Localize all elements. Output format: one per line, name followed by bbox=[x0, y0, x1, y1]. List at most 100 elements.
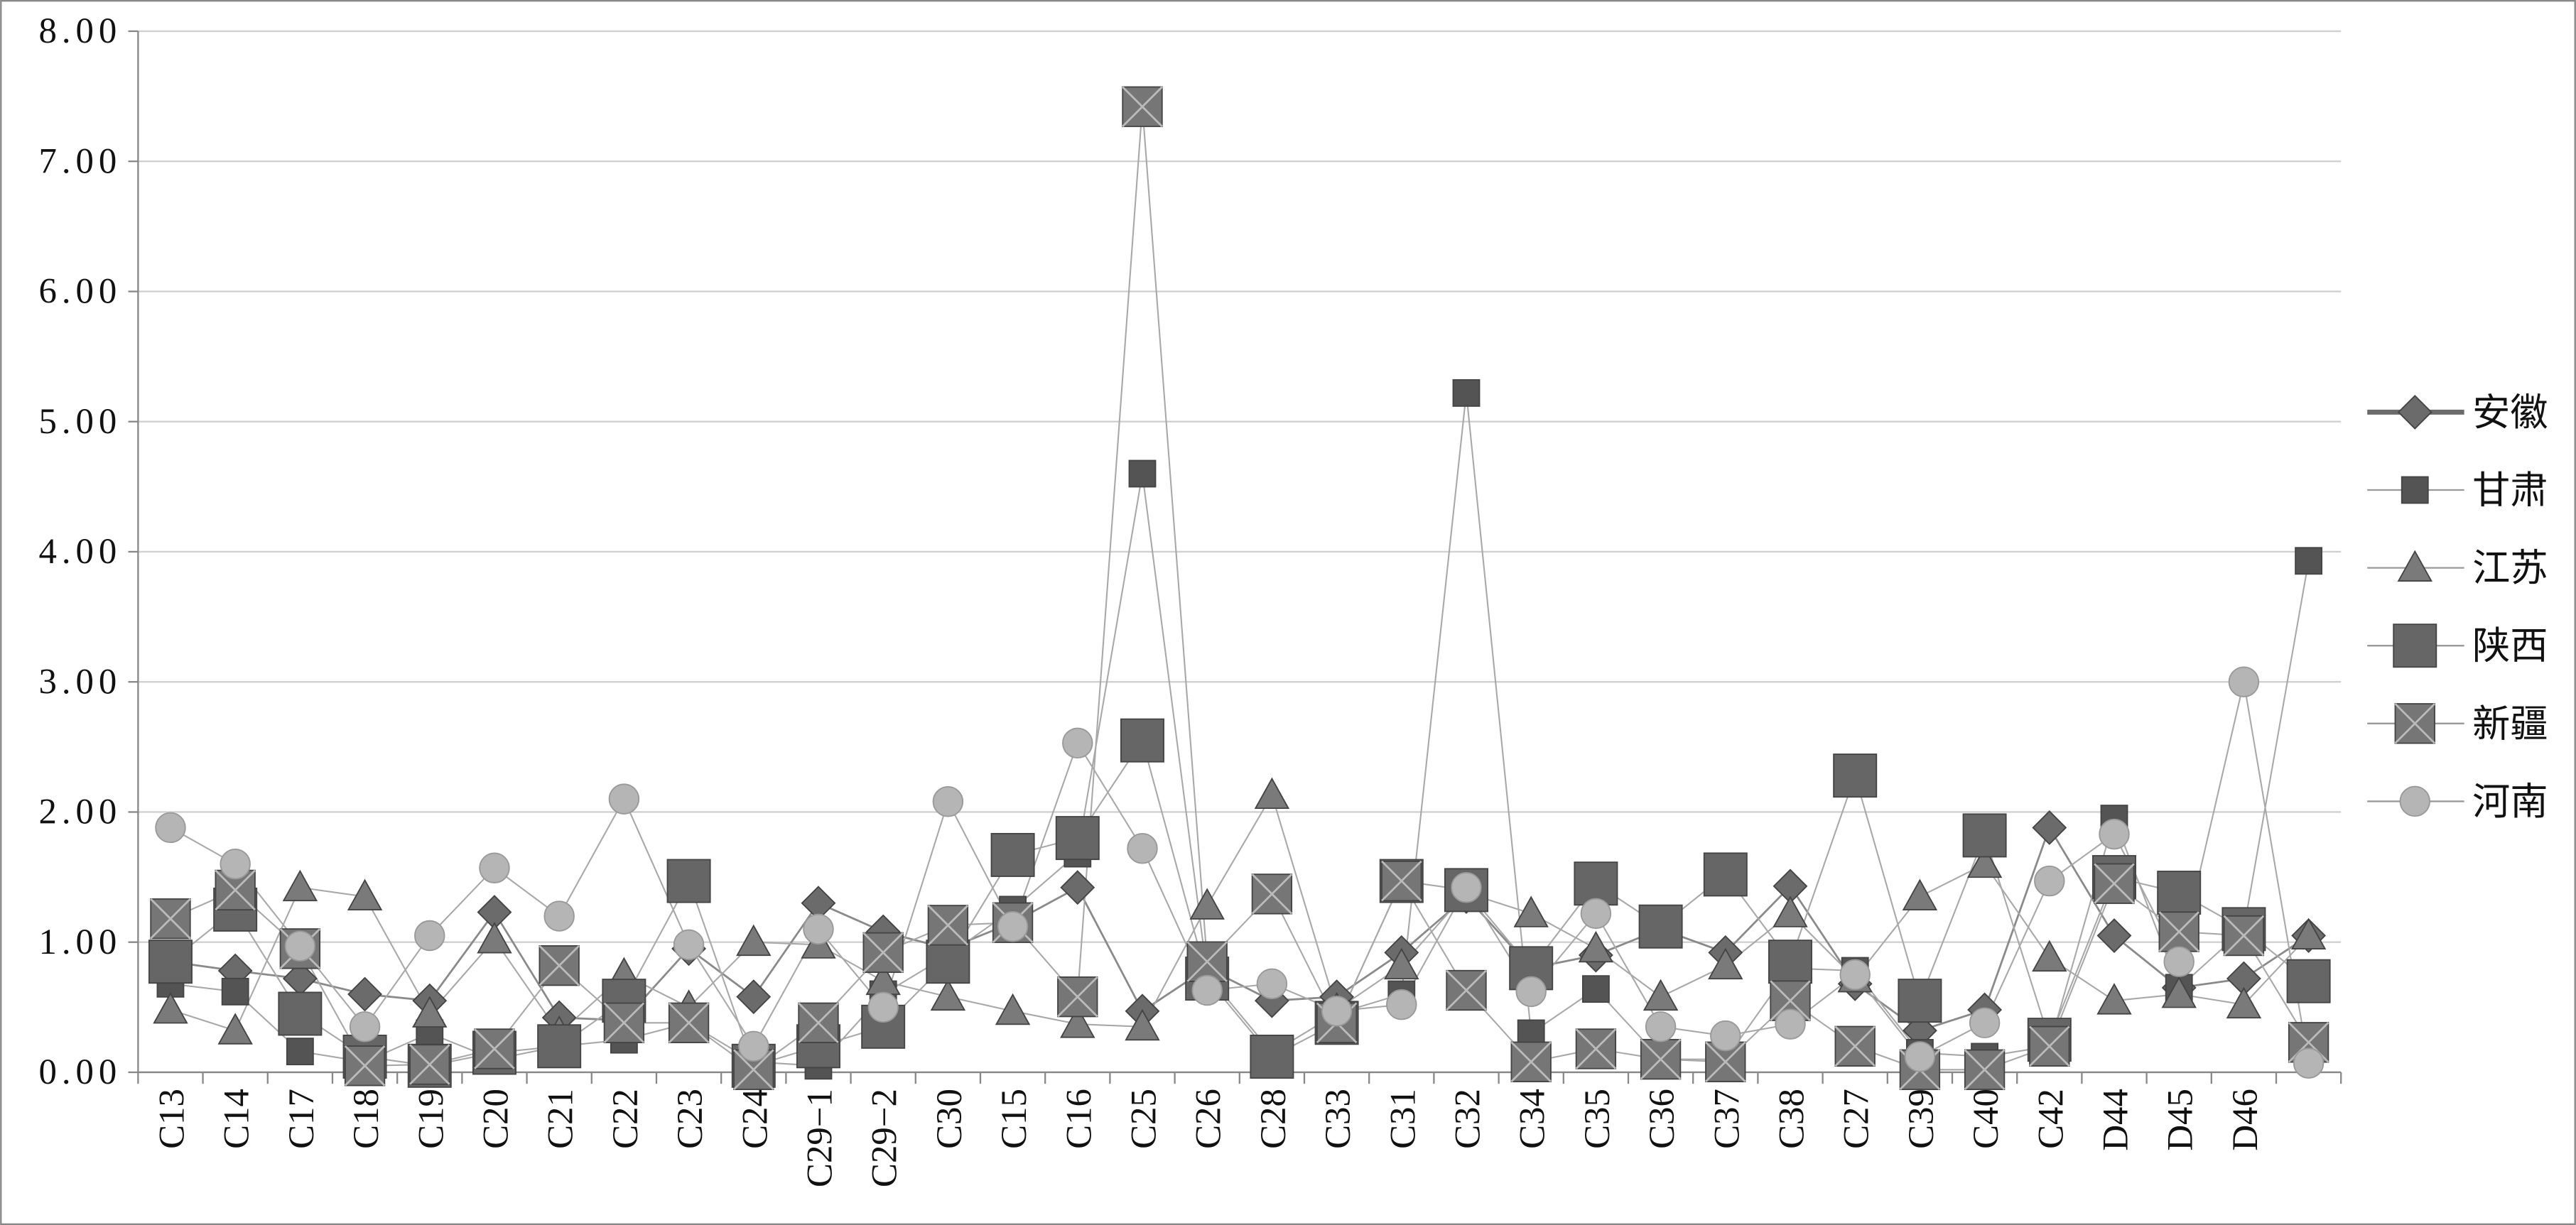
series-line bbox=[170, 825, 2310, 1032]
marker bbox=[1575, 1028, 1617, 1069]
marker bbox=[2032, 940, 2067, 972]
marker bbox=[1381, 860, 1422, 902]
x-tick-label: C13 bbox=[152, 1089, 192, 1149]
marker bbox=[1708, 947, 1743, 980]
marker bbox=[997, 910, 1029, 942]
marker bbox=[1062, 727, 1093, 759]
series-line bbox=[170, 393, 2310, 1067]
marker bbox=[221, 977, 249, 1006]
x-tick-label: C35 bbox=[1578, 1089, 1618, 1149]
x-tick-label: C37 bbox=[1707, 1089, 1747, 1149]
marker bbox=[608, 783, 640, 815]
legend-label: 陕西 bbox=[2472, 626, 2548, 668]
marker-cross bbox=[409, 1044, 450, 1085]
marker bbox=[736, 979, 772, 1015]
series-line bbox=[170, 107, 2310, 1071]
marker bbox=[1055, 816, 1100, 861]
marker bbox=[2099, 818, 2130, 850]
x-tick-label: C19 bbox=[411, 1089, 451, 1149]
marker bbox=[1703, 852, 1748, 897]
x-tick-label: C30 bbox=[930, 1089, 970, 1149]
marker-cross bbox=[2394, 703, 2435, 744]
marker bbox=[1580, 898, 1612, 930]
marker bbox=[1581, 975, 1610, 1003]
legend-label: 甘肃 bbox=[2472, 469, 2548, 511]
y-tick-label: 4.00 bbox=[38, 532, 121, 572]
marker bbox=[1775, 1008, 1806, 1040]
marker bbox=[1710, 1020, 1741, 1052]
marker-cross bbox=[733, 1049, 774, 1091]
marker bbox=[220, 849, 251, 880]
x-tick-label: C42 bbox=[2031, 1089, 2071, 1149]
marker-cross bbox=[150, 898, 191, 940]
marker bbox=[673, 929, 705, 961]
marker bbox=[927, 905, 969, 946]
marker bbox=[282, 869, 318, 902]
marker bbox=[2094, 863, 2135, 904]
marker bbox=[1902, 878, 1938, 910]
x-tick-label: D45 bbox=[2161, 1089, 2201, 1151]
marker bbox=[1060, 1006, 1095, 1038]
x-tick-label: C27 bbox=[1837, 1089, 1877, 1149]
marker bbox=[155, 812, 186, 844]
x-tick-label: C25 bbox=[1124, 1089, 1164, 1149]
marker bbox=[736, 924, 772, 957]
marker-cross bbox=[215, 869, 256, 911]
x-tick-label: C21 bbox=[541, 1089, 581, 1149]
marker bbox=[347, 976, 383, 1012]
marker-cross bbox=[1057, 976, 1098, 1018]
legend-marker bbox=[2397, 550, 2432, 582]
legend-label: 新疆 bbox=[2472, 703, 2548, 745]
legend-marker bbox=[2401, 476, 2429, 504]
marker bbox=[926, 940, 970, 984]
marker bbox=[1839, 959, 1871, 991]
x-tick-label: D44 bbox=[2096, 1089, 2136, 1151]
marker bbox=[798, 1002, 839, 1044]
marker-cross bbox=[1640, 1038, 1682, 1080]
marker bbox=[2290, 918, 2327, 949]
marker-cross bbox=[1446, 969, 1487, 1011]
marker bbox=[1574, 861, 1618, 906]
y-tick-label: 7.00 bbox=[38, 141, 121, 181]
marker bbox=[150, 898, 191, 940]
marker bbox=[153, 991, 188, 1024]
legend-label: 河南 bbox=[2472, 781, 2548, 823]
marker bbox=[477, 922, 512, 954]
marker bbox=[1705, 1041, 1746, 1083]
series-line bbox=[170, 681, 2310, 1064]
marker bbox=[539, 944, 580, 986]
marker bbox=[867, 991, 899, 1023]
marker-cross bbox=[603, 1002, 645, 1044]
marker-cross bbox=[1381, 860, 1422, 902]
marker-cross bbox=[1251, 873, 1293, 915]
marker bbox=[1120, 718, 1164, 763]
marker-cross bbox=[1510, 1041, 1552, 1083]
y-tick-label: 6.00 bbox=[38, 272, 121, 312]
marker bbox=[1898, 979, 1942, 1023]
x-tick-label: C14 bbox=[217, 1089, 257, 1149]
marker bbox=[414, 920, 445, 952]
marker-cross bbox=[1186, 941, 1228, 982]
marker bbox=[930, 979, 966, 1011]
x-tick-label: C26 bbox=[1189, 1089, 1229, 1149]
series-line bbox=[170, 793, 2310, 1035]
x-tick-label: C33 bbox=[1319, 1089, 1358, 1149]
marker-cross bbox=[1770, 980, 1811, 1021]
marker bbox=[990, 832, 1035, 877]
legend-label: 江苏 bbox=[2472, 548, 2548, 589]
marker bbox=[1452, 379, 1481, 407]
marker bbox=[2286, 959, 2331, 1003]
marker bbox=[733, 1049, 774, 1091]
x-tick-label: C32 bbox=[1448, 1089, 1488, 1149]
marker bbox=[2295, 547, 2323, 575]
y-tick-label: 2.00 bbox=[38, 793, 121, 832]
marker-cross bbox=[668, 1002, 710, 1044]
marker-cross bbox=[862, 932, 904, 974]
marker-cross bbox=[1834, 1025, 1876, 1067]
x-tick-label: C29−2 bbox=[865, 1089, 905, 1187]
marker bbox=[1904, 1041, 1936, 1072]
marker-cross bbox=[2094, 863, 2135, 904]
y-tick-label: 0.00 bbox=[38, 1052, 121, 1092]
series-line bbox=[170, 739, 2310, 1067]
